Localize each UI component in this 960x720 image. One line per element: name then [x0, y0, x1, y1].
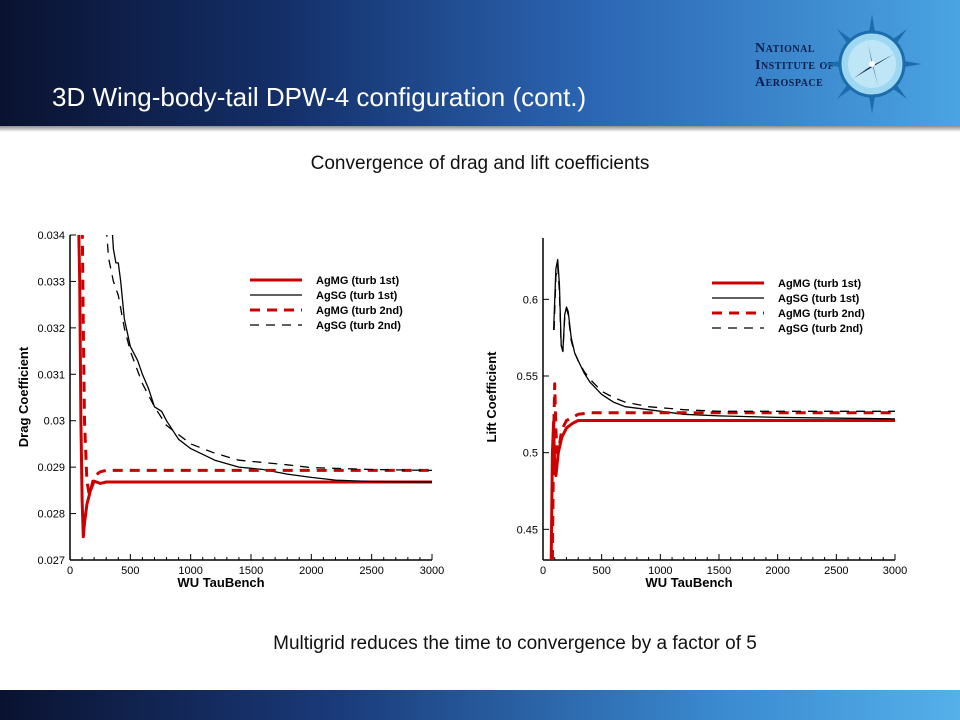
x-axis-label: WU TauBench — [177, 575, 264, 590]
x-tick-label: 500 — [121, 565, 139, 577]
series-line-3 — [550, 382, 895, 560]
series-group — [77, 235, 432, 539]
x-tick-label: 2000 — [299, 565, 323, 577]
y-tick-label: 0.6 — [523, 294, 538, 306]
chart-subtitle: Convergence of drag and lift coefficient… — [310, 153, 650, 174]
header-shadow — [0, 126, 960, 132]
footnote: Multigrid reduces the time to convergenc… — [273, 633, 757, 654]
series-line-1 — [77, 235, 432, 539]
x-tick-label: 3000 — [883, 565, 907, 577]
y-tick-label: 0.033 — [37, 276, 65, 288]
legend-label-3: AgMG (turb 2nd) — [778, 308, 865, 320]
y-tick-label: 0.55 — [517, 371, 538, 383]
compass-center — [869, 61, 875, 67]
logo-line-1: National — [755, 41, 816, 56]
x-tick-label: 1000 — [178, 565, 202, 577]
x-axis-label: WU TauBench — [645, 575, 732, 590]
series-line-2 — [111, 235, 432, 483]
x-tick-label: 2000 — [765, 565, 789, 577]
y-tick-label: 0.031 — [37, 369, 65, 381]
legend-label-2: AgSG (turb 1st) — [316, 290, 398, 302]
x-tick-label: 500 — [592, 565, 610, 577]
x-tick-label: 1500 — [707, 565, 731, 577]
y-axis-label: Drag Coefficient — [16, 346, 31, 447]
y-axis-label: Lift Coefficient — [484, 351, 499, 443]
legend-label-1: AgMG (turb 1st) — [778, 278, 861, 290]
y-tick-label: 0.034 — [37, 230, 65, 242]
series-line-4 — [106, 235, 432, 472]
series-group — [549, 258, 895, 560]
legend-label-2: AgSG (turb 1st) — [778, 293, 860, 305]
x-tick-label: 3000 — [420, 565, 444, 577]
y-tick-label: 0.029 — [37, 462, 65, 474]
logo-line-3: Aerospace — [755, 75, 824, 90]
series-line-1 — [549, 419, 895, 560]
y-tick-label: 0.032 — [37, 323, 65, 335]
x-tick-label: 0 — [67, 565, 73, 577]
y-tick-label: 0.027 — [37, 555, 65, 567]
legend-label-3: AgMG (turb 2nd) — [316, 305, 403, 317]
series-line-3 — [80, 235, 432, 497]
x-tick-label: 1000 — [648, 565, 672, 577]
x-tick-label: 1500 — [239, 565, 263, 577]
y-tick-label: 0.028 — [37, 509, 65, 521]
y-tick-label: 0.03 — [44, 416, 65, 428]
legend-label-4: AgSG (turb 2nd) — [316, 320, 401, 332]
x-tick-label: 2500 — [359, 565, 383, 577]
logo-text: National Institute of Aerospace — [755, 40, 834, 91]
logo-line-2: Institute of — [755, 58, 835, 73]
y-tick-label: 0.5 — [523, 448, 538, 460]
compass-logo-icon — [822, 14, 922, 114]
x-tick-label: 0 — [540, 565, 546, 577]
footer-bar — [0, 690, 960, 720]
header-banner — [0, 0, 960, 126]
page-title: 3D Wing-body-tail DPW-4 configuration (c… — [52, 82, 587, 112]
legend-label-1: AgMG (turb 1st) — [316, 275, 399, 287]
x-tick-label: 2500 — [824, 565, 848, 577]
series-line-4 — [553, 264, 895, 412]
y-tick-label: 0.45 — [517, 524, 538, 536]
legend-label-4: AgSG (turb 2nd) — [778, 323, 863, 335]
